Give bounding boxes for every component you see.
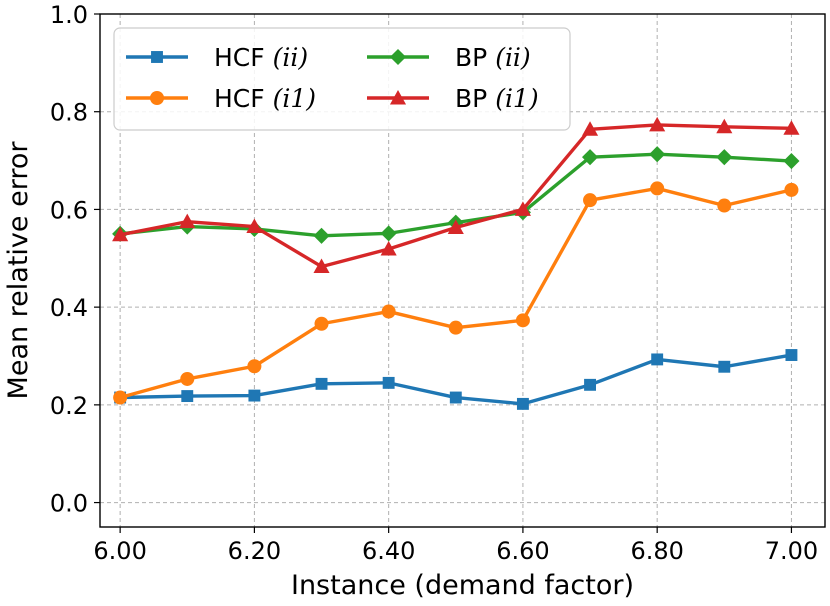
- data-point-diamond: [716, 149, 733, 166]
- data-point-circle: [381, 304, 396, 319]
- legend-label-text: HCF: [214, 43, 273, 72]
- data-point-triangle: [514, 201, 531, 216]
- legend-label: HCF (i1): [214, 84, 316, 113]
- y-axis-title: Mean relative error: [3, 141, 34, 400]
- legend-item-2: BP (ii): [367, 43, 531, 72]
- data-point-diamond: [389, 48, 407, 66]
- data-point-square: [516, 397, 529, 410]
- data-point-circle: [650, 181, 665, 196]
- series-layer: [112, 116, 800, 410]
- legend-label-text: HCF: [214, 84, 273, 113]
- data-point-square: [181, 390, 194, 403]
- data-point-square: [382, 376, 395, 389]
- y-tick-label: 0.4: [50, 294, 88, 322]
- x-tick-label: 6.00: [93, 537, 146, 565]
- legend-label-text: BP: [455, 43, 495, 72]
- data-point-diamond: [783, 153, 800, 170]
- data-point-triangle: [112, 226, 129, 242]
- data-point-circle: [583, 193, 598, 208]
- legend-item-1: HCF (i1): [126, 84, 316, 113]
- legend-box: [113, 27, 571, 131]
- data-point-square: [651, 353, 664, 366]
- x-tick-label: 6.80: [630, 537, 683, 565]
- data-point-circle: [150, 91, 164, 105]
- data-point-circle: [717, 198, 732, 213]
- data-point-circle: [180, 371, 195, 386]
- data-point-diamond: [313, 227, 330, 244]
- legend-label: BP (ii): [455, 43, 531, 72]
- plot-area-frame: [99, 13, 826, 528]
- data-point-square: [248, 389, 261, 402]
- x-tick-label: 6.60: [496, 537, 549, 565]
- x-axis-title: Instance (demand factor): [291, 570, 634, 601]
- data-point-square: [449, 391, 462, 404]
- legend-label: HCF (ii): [214, 43, 308, 72]
- data-point-triangle: [783, 120, 800, 135]
- data-point-diamond: [380, 225, 397, 242]
- x-axis-ticks: 6.00 6.20 6.40 6.60 6.80 7.00: [93, 527, 818, 565]
- data-point-circle: [314, 316, 329, 331]
- data-point-triangle: [380, 240, 397, 256]
- x-tick-label: 7.00: [765, 537, 818, 565]
- legend-label-math: (i1): [495, 84, 538, 113]
- legend-label-math: (ii): [273, 43, 309, 72]
- data-point-triangle: [246, 218, 263, 233]
- data-point-triangle: [716, 118, 733, 134]
- data-point-circle: [784, 182, 799, 197]
- y-tick-label: 0.8: [50, 99, 88, 127]
- data-point-square: [785, 349, 798, 361]
- data-point-triangle: [179, 213, 196, 229]
- y-axis-ticks: 0.0 0.2 0.4 0.6 0.8 1.0: [50, 1, 100, 518]
- legend-label-text: BP: [455, 84, 495, 113]
- data-point-circle: [515, 313, 530, 328]
- legend-item-0: HCF (ii): [126, 43, 308, 72]
- data-point-square: [584, 378, 596, 391]
- data-point-diamond: [581, 149, 599, 166]
- legend-label-math: (i1): [273, 84, 316, 113]
- data-point-triangle: [581, 121, 599, 136]
- data-point-square: [151, 51, 163, 63]
- x-tick-label: 6.20: [228, 537, 281, 565]
- data-point-diamond: [649, 146, 666, 163]
- legend: HCF (ii)HCF (i1)BP (ii)BP (i1): [113, 27, 571, 131]
- data-point-triangle: [447, 219, 464, 234]
- x-tick-label: 6.40: [362, 537, 415, 565]
- legend-label-math: (ii): [495, 43, 531, 72]
- data-point-square: [718, 360, 731, 373]
- series-1: [113, 181, 799, 405]
- data-point-square: [315, 377, 328, 390]
- data-point-triangle: [389, 89, 407, 105]
- series-0: [114, 349, 798, 410]
- series-3: [112, 116, 800, 274]
- data-point-circle: [247, 359, 262, 374]
- data-point-circle: [448, 320, 463, 335]
- y-tick-label: 0.0: [50, 490, 88, 518]
- y-tick-label: 0.2: [50, 392, 88, 420]
- data-point-triangle: [649, 116, 666, 132]
- y-tick-label: 1.0: [50, 1, 88, 29]
- y-tick-label: 0.6: [50, 196, 88, 224]
- data-point-triangle: [313, 258, 330, 274]
- legend-label: BP (i1): [455, 84, 539, 113]
- legend-item-3: BP (i1): [367, 84, 539, 113]
- data-point-circle: [113, 390, 128, 405]
